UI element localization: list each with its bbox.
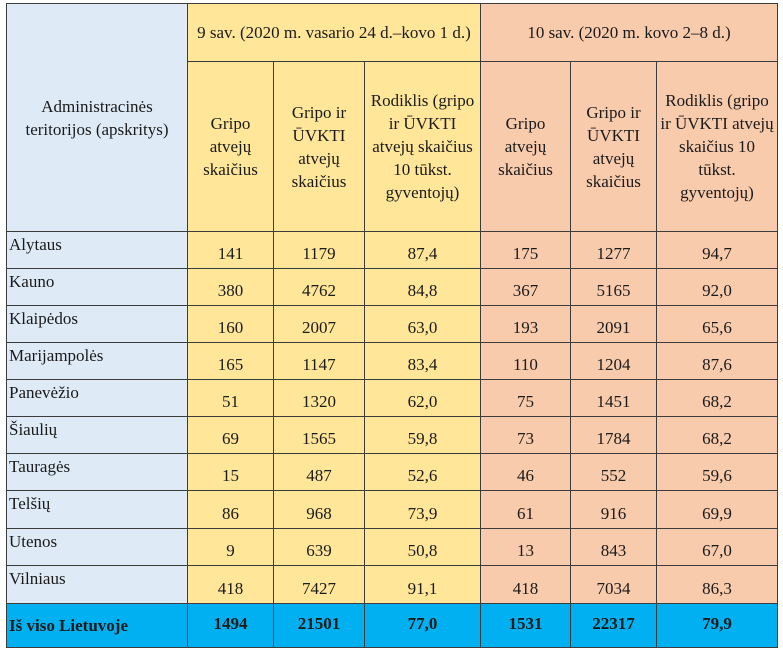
week10-flu-ari-cell: 552 <box>570 453 657 491</box>
week9-flu-cell: 165 <box>187 342 274 380</box>
week10-flu-cell: 61 <box>480 490 571 529</box>
week9-flu-cell: 9 <box>187 528 274 566</box>
week9-flu-cell: 15 <box>187 453 274 491</box>
table-row: Panevėžio 51 1320 62,0 75 1451 68,2 <box>6 379 778 417</box>
region-name: Vilniaus <box>6 565 188 604</box>
week9-flu-cell: 141 <box>187 231 274 269</box>
region-name: Alytaus <box>6 231 188 269</box>
week9-flu-ari-cell: 2007 <box>273 305 365 343</box>
week10-flu-cell: 367 <box>480 268 571 306</box>
region-name: Telšių <box>6 490 188 529</box>
week10-flu-ari-cell: 1451 <box>570 379 657 417</box>
week10-flu-cell: 73 <box>480 416 571 454</box>
week10-flu-header: Gripo atvejų skaičius <box>480 61 571 232</box>
week9-rate-cell: 87,4 <box>364 231 481 269</box>
region-column-header: Administracinės teritorijos (apskritys) <box>6 3 188 232</box>
region-name: Kauno <box>6 268 188 306</box>
table-row: Klaipėdos 160 2007 63,0 193 2091 65,6 <box>6 305 778 343</box>
week10-rate-cell: 69,9 <box>656 490 778 529</box>
week9-flu-ari-cell: 968 <box>273 490 365 529</box>
region-name: Panevėžio <box>6 379 188 417</box>
week10-rate-cell: 68,2 <box>656 379 778 417</box>
total-week10-flu: 1531 <box>480 603 571 648</box>
week9-flu-ari-header: Gripo ir ŪVKTI atvejų skaičius <box>273 61 365 232</box>
week10-rate-cell: 92,0 <box>656 268 778 306</box>
table-row: Alytaus 141 1179 87,4 175 1277 94,7 <box>6 231 778 269</box>
week9-flu-ari-cell: 1179 <box>273 231 365 269</box>
table-row: Kauno 380 4762 84,8 367 5165 92,0 <box>6 268 778 306</box>
table-row: Telšių 86 968 73,9 61 916 69,9 <box>6 490 778 529</box>
week10-group-header: 10 sav. (2020 m. kovo 2–8 d.) <box>480 3 778 62</box>
week9-flu-ari-cell: 1147 <box>273 342 365 380</box>
week9-flu-cell: 418 <box>187 565 274 604</box>
week10-rate-cell: 68,2 <box>656 416 778 454</box>
week10-flu-cell: 75 <box>480 379 571 417</box>
week9-rate-header: Rodiklis (gripo ir ŪVKTI atvejų skaičius… <box>364 61 481 232</box>
week10-flu-ari-cell: 7034 <box>570 565 657 604</box>
total-week9-flu: 1494 <box>187 603 274 648</box>
week9-flu-header: Gripo atvejų skaičius <box>187 61 274 232</box>
week10-flu-cell: 418 <box>480 565 571 604</box>
week10-flu-ari-cell: 1784 <box>570 416 657 454</box>
week10-rate-cell: 67,0 <box>656 528 778 566</box>
week9-rate-cell: 50,8 <box>364 528 481 566</box>
week10-rate-cell: 94,7 <box>656 231 778 269</box>
region-name: Marijampolės <box>6 342 188 380</box>
week9-group-header: 9 sav. (2020 m. vasario 24 d.–kovo 1 d.) <box>187 3 481 62</box>
table-row: Šiaulių 69 1565 59,8 73 1784 68,2 <box>6 416 778 454</box>
table-row: Tauragės 15 487 52,6 46 552 59,6 <box>6 453 778 491</box>
total-label: Iš viso Lietuvoje <box>6 603 188 648</box>
week10-flu-cell: 110 <box>480 342 571 380</box>
week10-rate-cell: 59,6 <box>656 453 778 491</box>
week10-flu-cell: 193 <box>480 305 571 343</box>
week10-flu-ari-cell: 2091 <box>570 305 657 343</box>
week9-rate-cell: 59,8 <box>364 416 481 454</box>
total-week9-flu-ari: 21501 <box>273 603 365 648</box>
table-row: Vilniaus 418 7427 91,1 418 7034 86,3 <box>6 565 778 604</box>
week10-rate-cell: 87,6 <box>656 342 778 380</box>
week9-rate-cell: 63,0 <box>364 305 481 343</box>
week9-flu-ari-cell: 7427 <box>273 565 365 604</box>
week10-flu-ari-header: Gripo ir ŪVKTI atvejų skaičius <box>570 61 657 232</box>
region-name: Tauragės <box>6 453 188 491</box>
week10-flu-ari-cell: 5165 <box>570 268 657 306</box>
week10-flu-cell: 46 <box>480 453 571 491</box>
week9-flu-ari-cell: 4762 <box>273 268 365 306</box>
week9-rate-cell: 62,0 <box>364 379 481 417</box>
region-name: Šiaulių <box>6 416 188 454</box>
week10-flu-ari-cell: 843 <box>570 528 657 566</box>
influenza-statistics-table: Administracinės teritorijos (apskritys) … <box>6 3 778 648</box>
region-name: Utenos <box>6 528 188 566</box>
table-row: Marijampolės 165 1147 83,4 110 1204 87,6 <box>6 342 778 380</box>
week10-rate-cell: 86,3 <box>656 565 778 604</box>
week9-flu-cell: 160 <box>187 305 274 343</box>
region-name: Klaipėdos <box>6 305 188 343</box>
total-row: Iš viso Lietuvoje 1494 21501 77,0 1531 2… <box>6 603 778 648</box>
week9-rate-cell: 91,1 <box>364 565 481 604</box>
table-row: Utenos 9 639 50,8 13 843 67,0 <box>6 528 778 566</box>
week9-rate-cell: 73,9 <box>364 490 481 529</box>
week9-flu-cell: 69 <box>187 416 274 454</box>
week10-flu-ari-cell: 1277 <box>570 231 657 269</box>
week10-flu-cell: 13 <box>480 528 571 566</box>
week9-flu-ari-cell: 487 <box>273 453 365 491</box>
week10-flu-ari-cell: 1204 <box>570 342 657 380</box>
total-week9-rate: 77,0 <box>364 603 481 648</box>
week9-rate-cell: 84,8 <box>364 268 481 306</box>
week9-flu-cell: 51 <box>187 379 274 417</box>
week9-flu-ari-cell: 1565 <box>273 416 365 454</box>
week9-flu-cell: 380 <box>187 268 274 306</box>
week10-flu-ari-cell: 916 <box>570 490 657 529</box>
week9-flu-cell: 86 <box>187 490 274 529</box>
week9-rate-cell: 83,4 <box>364 342 481 380</box>
week9-flu-ari-cell: 639 <box>273 528 365 566</box>
week9-rate-cell: 52,6 <box>364 453 481 491</box>
total-week10-rate: 79,9 <box>656 603 778 648</box>
week10-flu-cell: 175 <box>480 231 571 269</box>
total-week10-flu-ari: 22317 <box>570 603 657 648</box>
week9-flu-ari-cell: 1320 <box>273 379 365 417</box>
week10-rate-cell: 65,6 <box>656 305 778 343</box>
week10-rate-header: Rodiklis (gripo ir ŪVKTI atvejų skaičius… <box>656 61 778 232</box>
